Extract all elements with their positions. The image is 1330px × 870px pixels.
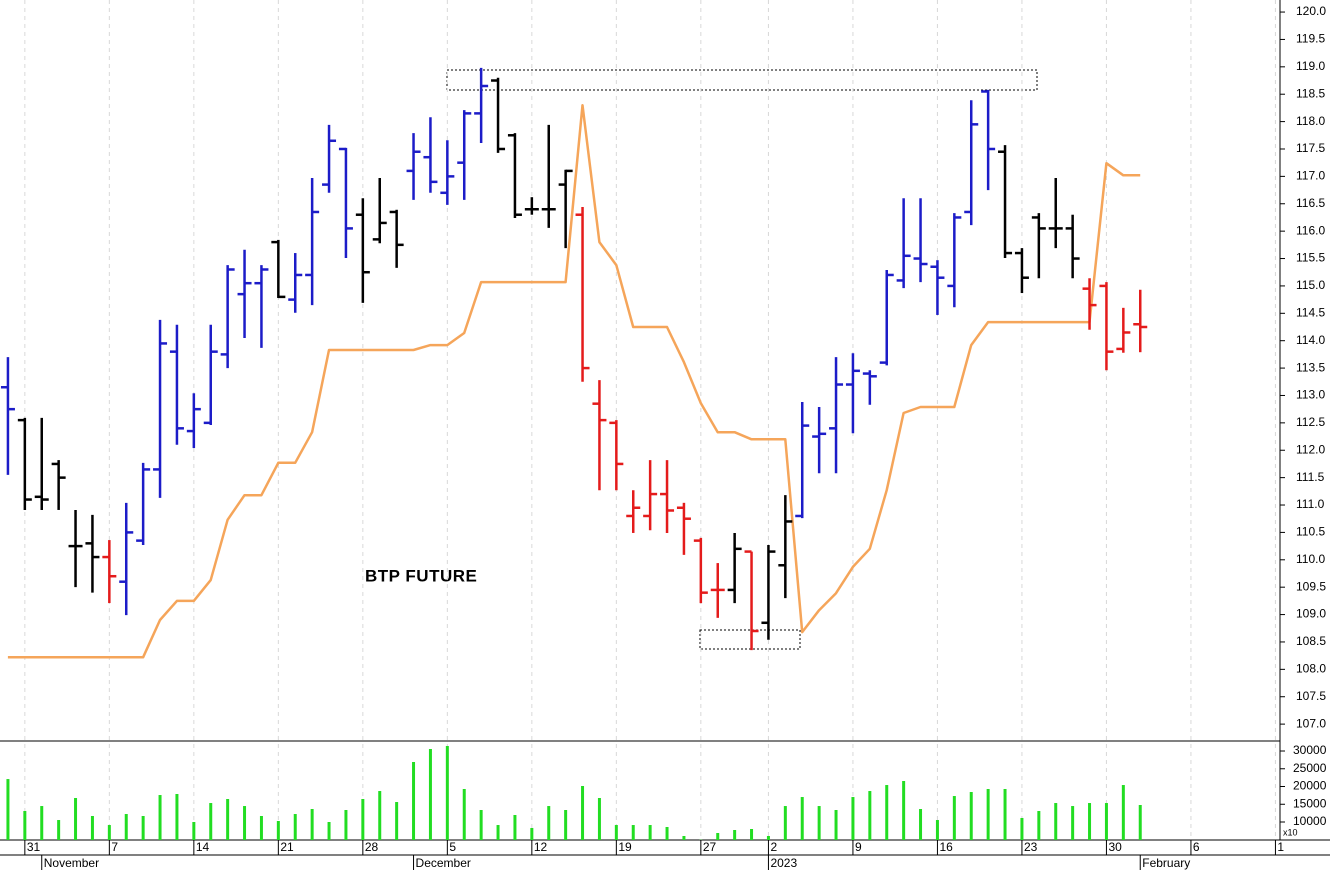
y-tick-label: 110.5 [1296,525,1325,539]
x-tick-label: 9 [855,840,862,854]
x-tick-label: 30 [1108,840,1122,854]
month-label: 2023 [770,856,797,870]
y-tick-label: 117.0 [1296,169,1325,183]
y-tick-label: 115.0 [1296,278,1325,292]
y-tick-label: 119.0 [1296,59,1325,73]
y-tick-label: 115.5 [1296,251,1325,265]
x-tick-label: 16 [939,840,953,854]
x-tick-label: 28 [365,840,379,854]
month-label: February [1142,856,1190,870]
y-tick-label: 112.5 [1296,415,1325,429]
y-tick-label: 107.5 [1296,689,1326,703]
y-tick-label: 119.5 [1296,32,1325,46]
month-label: December [416,856,471,870]
volume-tick-label: 25000 [1293,761,1327,775]
y-tick-label: 111.5 [1296,470,1325,484]
y-tick-label: 112.0 [1296,442,1325,456]
y-tick-label: 120.0 [1296,4,1326,18]
x-tick-label: 14 [196,840,210,854]
y-tick-label: 114.0 [1296,333,1325,347]
x-tick-label: 6 [1193,840,1200,854]
volume-scale-label: x10 [1283,827,1298,837]
x-tick-label: 27 [703,840,717,854]
volume-tick-label: 10000 [1293,814,1327,828]
y-tick-label: 109.5 [1296,579,1326,593]
y-tick-label: 110.0 [1296,552,1325,566]
x-tick-label: 31 [27,840,41,854]
trail-line [7,103,1141,659]
y-tick-label: 116.0 [1296,223,1325,237]
annotation-box [699,629,801,650]
y-tick-label: 118.5 [1296,86,1325,100]
x-tick-label: 12 [534,840,548,854]
volume-tick-label: 15000 [1293,796,1327,810]
x-tick-label: 19 [618,840,632,854]
chart-title: BTP FUTURE [365,566,477,585]
y-tick-label: 113.5 [1296,360,1325,374]
x-tick-label: 5 [449,840,456,854]
y-tick-label: 108.0 [1296,662,1326,676]
x-tick-label: 2 [770,840,777,854]
y-tick-label: 118.0 [1296,114,1325,128]
x-tick-label: 1 [1277,840,1284,854]
y-tick-label: 114.5 [1296,305,1325,319]
x-tick-label: 21 [280,840,294,854]
volume-tick-label: 30000 [1293,743,1327,757]
x-tick-label: 7 [111,840,118,854]
y-tick-label: 111.0 [1296,497,1325,511]
x-tick-label: 23 [1024,840,1038,854]
y-tick-label: 117.5 [1296,141,1325,155]
month-label: November [44,856,99,870]
volume-tick-label: 20000 [1293,779,1327,793]
y-tick-label: 109.0 [1296,607,1326,621]
y-tick-label: 108.5 [1296,634,1326,648]
y-tick-label: 116.5 [1296,196,1325,210]
y-tick-label: 107.0 [1296,716,1326,730]
y-tick-label: 113.0 [1296,388,1325,402]
